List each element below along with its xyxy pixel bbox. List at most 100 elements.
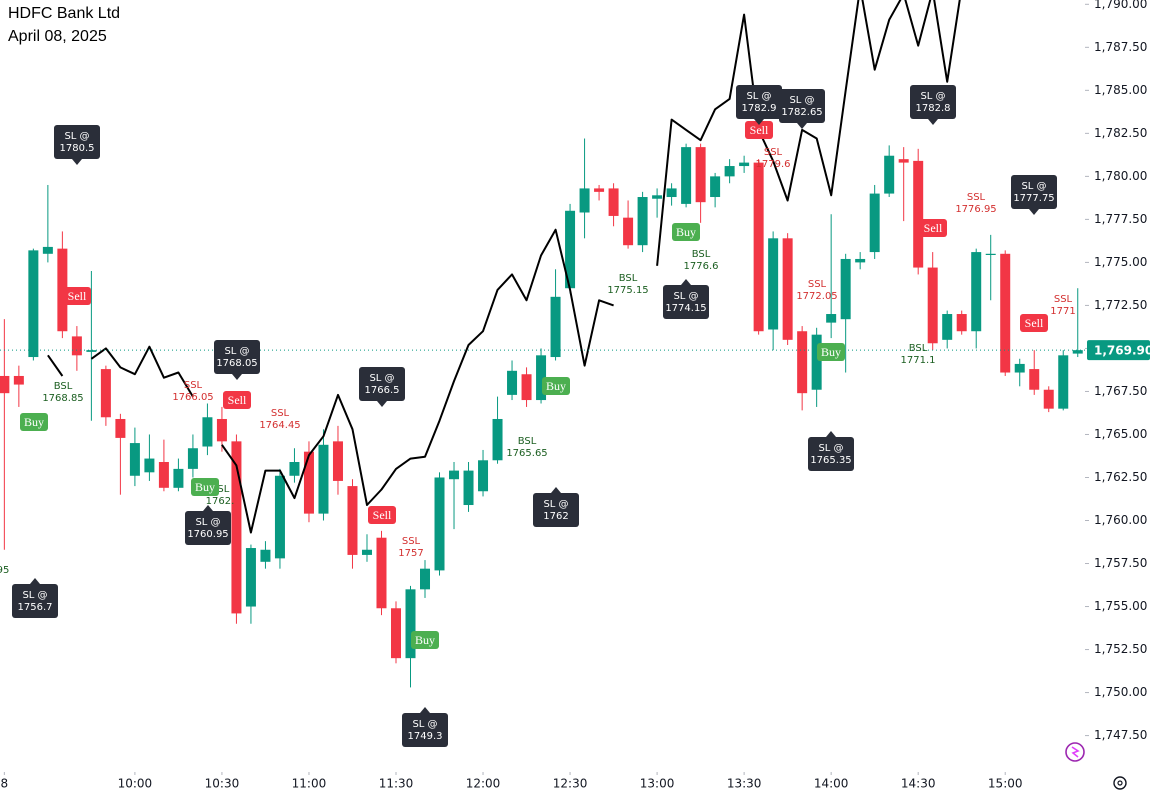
candle-body bbox=[985, 253, 996, 255]
ssl-label: SSL bbox=[967, 192, 986, 203]
ssl-label: SSL bbox=[764, 147, 783, 158]
candle-body bbox=[216, 418, 227, 442]
candle-body bbox=[347, 486, 358, 555]
sl-label: SL @ bbox=[818, 443, 843, 454]
sl-label: 1762 bbox=[543, 511, 568, 522]
candle-body bbox=[303, 451, 314, 514]
candle-body bbox=[100, 369, 111, 418]
x-tick-label: 13:30 bbox=[727, 777, 762, 791]
ssl-label: 1766.05 bbox=[172, 392, 213, 403]
candle-body bbox=[420, 568, 431, 590]
candle-body bbox=[652, 195, 663, 199]
sl-pointer bbox=[232, 374, 242, 380]
settings-icon[interactable] bbox=[1113, 776, 1127, 790]
sell-signal-box bbox=[919, 219, 947, 237]
candle-body bbox=[753, 162, 764, 332]
y-tick-label: 1,755.00 bbox=[1094, 599, 1147, 613]
sl-box bbox=[779, 89, 825, 123]
candle-body bbox=[594, 188, 605, 192]
y-tick-label: 1,787.50 bbox=[1094, 40, 1147, 54]
sl-box bbox=[402, 713, 448, 747]
ssl-label: 1779.6 bbox=[756, 159, 791, 170]
sell-signal: Sell bbox=[68, 289, 87, 303]
candle-body bbox=[550, 296, 561, 358]
candle-body bbox=[187, 448, 198, 469]
y-tick-label: 1,772.50 bbox=[1094, 298, 1147, 312]
indicator-line bbox=[47, 0, 961, 534]
sl-box bbox=[1011, 175, 1057, 209]
bsl-label: 1768.85 bbox=[42, 393, 83, 404]
candle-body bbox=[840, 258, 851, 320]
annotations: BSL1768.85BSL1762.BSL1765.65BSL1775.15BS… bbox=[0, 85, 1076, 747]
sl-label: 1782.8 bbox=[916, 103, 951, 114]
sl-label: SL @ bbox=[746, 91, 771, 102]
candle-body bbox=[1014, 363, 1025, 373]
sl-label: 1749.3 bbox=[408, 731, 443, 742]
sell-signal: Sell bbox=[228, 393, 247, 407]
candle-body bbox=[768, 238, 779, 330]
buy-signal-box bbox=[672, 223, 700, 241]
bsl-label: 1762. bbox=[206, 496, 235, 507]
candle-body bbox=[826, 314, 837, 323]
ssl-label: SSL bbox=[1054, 294, 1073, 305]
bsl-label: 1776.6 bbox=[684, 261, 719, 272]
sl-label: SL @ bbox=[673, 291, 698, 302]
bsl-label: 95 bbox=[0, 565, 9, 576]
candle-body bbox=[623, 217, 634, 246]
candle-body bbox=[927, 267, 938, 344]
sl-pointer bbox=[826, 431, 836, 437]
bsl-label: BSL bbox=[54, 381, 73, 392]
candle-body bbox=[666, 188, 677, 198]
candle-body bbox=[57, 248, 68, 332]
sl-pointer bbox=[928, 119, 938, 125]
x-tick-label: 12:30 bbox=[553, 777, 588, 791]
y-tick-label: 1,777.50 bbox=[1094, 212, 1147, 226]
candle-body bbox=[42, 246, 53, 254]
candle-body bbox=[695, 147, 706, 203]
logo-icon bbox=[1065, 742, 1085, 762]
candle-body bbox=[855, 258, 866, 263]
sl-pointer bbox=[797, 123, 807, 129]
y-tick-label: 1,782.50 bbox=[1094, 126, 1147, 140]
candle-body bbox=[608, 188, 619, 216]
sl-box bbox=[808, 437, 854, 471]
candle-body bbox=[376, 537, 387, 609]
candle-body bbox=[434, 477, 445, 571]
buy-signal: Buy bbox=[821, 345, 841, 359]
sl-pointer bbox=[681, 279, 691, 285]
y-tick-label: 1,775.00 bbox=[1094, 255, 1147, 269]
y-tick-label: 1,790.00 bbox=[1094, 0, 1147, 11]
sl-label: SL @ bbox=[412, 719, 437, 730]
y-tick-label: 1,785.00 bbox=[1094, 83, 1147, 97]
candle-body bbox=[129, 443, 140, 476]
bsl-label: BSL bbox=[619, 273, 638, 284]
candle-body bbox=[971, 252, 982, 332]
buy-signal-box bbox=[411, 631, 439, 649]
candle-body bbox=[202, 417, 213, 447]
sl-label: 1782.9 bbox=[742, 103, 777, 114]
sell-signal: Sell bbox=[924, 221, 943, 235]
chart-title: HDFC Bank Ltd bbox=[8, 5, 120, 22]
sl-label: 1765.35 bbox=[810, 455, 851, 466]
sell-signal: Sell bbox=[750, 123, 769, 137]
y-tick-label: 1,760.00 bbox=[1094, 513, 1147, 527]
candle-body bbox=[1058, 355, 1069, 409]
bsl-label: 1775.15 bbox=[607, 285, 648, 296]
candle-body bbox=[884, 155, 895, 194]
x-tick-label: 15:00 bbox=[988, 777, 1023, 791]
y-tick-label: 1,765.00 bbox=[1094, 427, 1147, 441]
x-tick-label: 12:00 bbox=[466, 777, 501, 791]
sl-label: 1782.65 bbox=[781, 107, 822, 118]
buy-signal-box bbox=[191, 478, 219, 496]
sl-pointer bbox=[203, 505, 213, 511]
candle-body bbox=[260, 549, 271, 562]
candle-body bbox=[231, 441, 242, 614]
candle-body bbox=[811, 334, 822, 390]
buy-signal: Buy bbox=[24, 415, 44, 429]
ssl-label: SSL bbox=[184, 380, 203, 391]
candle-body bbox=[115, 418, 126, 438]
candle-body bbox=[86, 350, 97, 352]
candle-body bbox=[681, 147, 692, 204]
